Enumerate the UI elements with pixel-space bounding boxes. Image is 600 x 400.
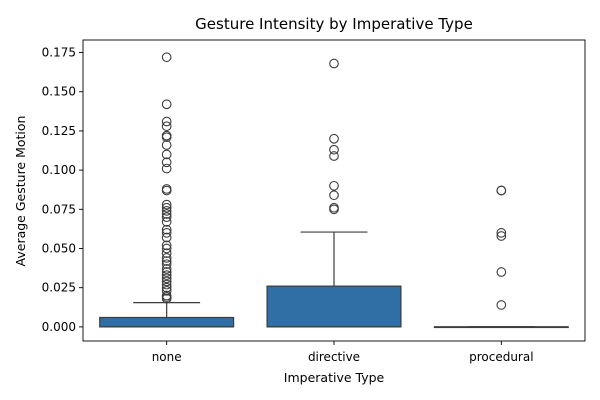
outlier-point: [161, 121, 172, 132]
outlier-point: [161, 243, 172, 254]
outlier-point: [161, 248, 172, 259]
outlier-point: [161, 149, 172, 160]
outlier-point: [161, 99, 172, 110]
x-tick-label: none: [152, 350, 182, 364]
outlier-point: [329, 58, 339, 69]
outlier-point: [161, 157, 172, 168]
outlier-point: [161, 270, 172, 281]
iqr-box: [266, 285, 402, 328]
outlier-point: [496, 300, 507, 310]
outlier-point: [161, 52, 172, 63]
outlier-point: [496, 185, 507, 196]
box-group-none: [99, 52, 235, 328]
outlier-point: [161, 273, 172, 284]
y-tick-label: 0.025: [42, 281, 76, 295]
outlier-point: [161, 199, 172, 210]
outlier-point: [161, 256, 172, 266]
x-tick-label: procedural: [469, 350, 533, 364]
outlier-point: [161, 212, 172, 223]
outlier-point: [329, 144, 339, 155]
outlier-point: [161, 267, 172, 277]
outlier-point: [161, 140, 172, 150]
x-axis-label: Imperative Type: [284, 370, 385, 385]
outlier-point: [161, 279, 172, 290]
box-group-procedural: [433, 185, 569, 329]
iqr-box: [99, 316, 235, 328]
outlier-point: [161, 259, 172, 270]
outlier-point: [161, 264, 172, 274]
outlier-point: [161, 253, 172, 263]
plot-area: 0.000 0.025 0.050 0.075 0.100 0.125 0.150 0.175…: [42, 39, 586, 364]
chart-title: Gesture Intensity by Imperative Type: [195, 15, 473, 33]
y-tick-label: 0.050: [42, 242, 76, 256]
box-group-directive: [266, 58, 402, 328]
outlier-point: [161, 217, 172, 227]
outlier-point: [161, 293, 172, 304]
outlier-point: [329, 151, 339, 161]
outlier-point: [161, 116, 172, 127]
y-tick-label: 0.100: [42, 163, 76, 177]
outlier-point: [161, 232, 172, 243]
outlier-point: [329, 190, 339, 201]
y-tick-label: 0.175: [42, 46, 76, 60]
outlier-point: [161, 276, 172, 287]
outlier-point: [161, 282, 172, 293]
outlier-point: [161, 202, 172, 213]
y-tick-label: 0.125: [42, 124, 76, 138]
y-axis-label: Average Gesture Motion: [13, 116, 28, 267]
y-tick-label: 0.000: [42, 320, 76, 334]
outlier-point: [329, 133, 339, 144]
x-tick-label: directive: [308, 350, 360, 364]
outlier-point: [496, 231, 507, 241]
outlier-point: [161, 209, 172, 219]
outlier-point: [161, 240, 172, 251]
y-tick-label: 0.150: [42, 85, 76, 99]
outlier-point: [496, 267, 507, 277]
plot-frame: [82, 39, 586, 342]
outlier-point: [496, 227, 507, 238]
outlier-point: [161, 224, 172, 235]
outlier-point: [161, 227, 172, 238]
outlier-point: [329, 180, 339, 191]
outlier-point: [161, 132, 172, 143]
outlier-point: [329, 204, 339, 215]
outlier-point: [161, 163, 172, 174]
outlier-point: [161, 285, 172, 296]
outlier-point: [161, 185, 172, 196]
y-tick-label: 0.075: [42, 202, 76, 216]
outlier-point: [161, 206, 172, 216]
